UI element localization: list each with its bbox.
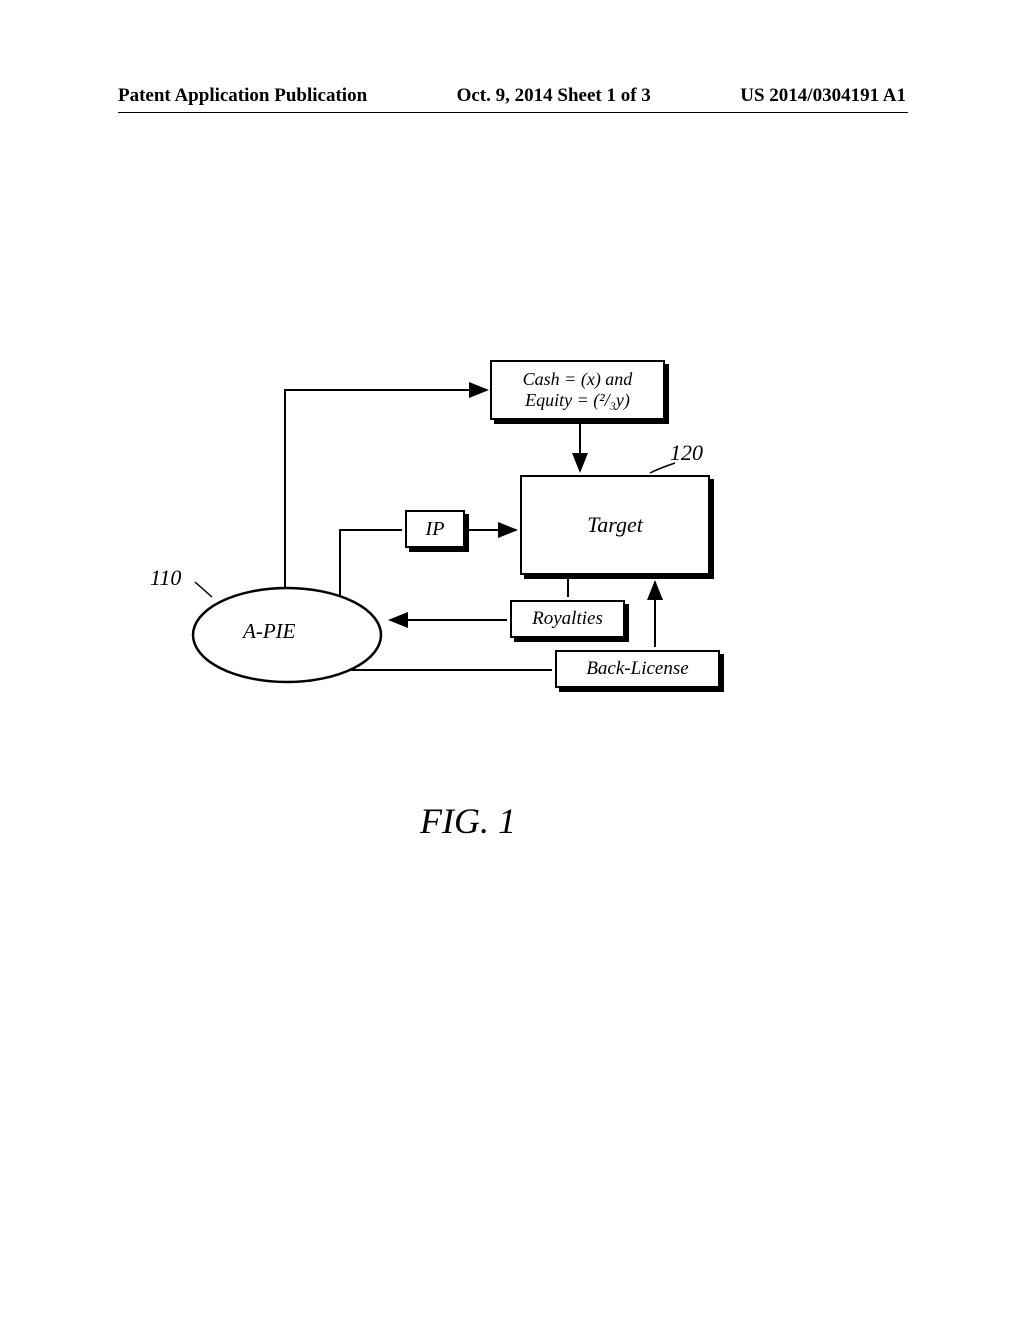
edge-apie-to-cash (285, 390, 487, 587)
ref-label-110: 110 (150, 565, 181, 591)
cash-equity-box: Cash = (x) and Equity = (²/₃y) (490, 360, 665, 420)
royalties-label: Royalties (532, 608, 603, 630)
header-center: Oct. 9, 2014 Sheet 1 of 3 (457, 85, 651, 107)
ref-label-120: 120 (670, 440, 703, 466)
cash-line1: Cash = (x) and (523, 369, 633, 390)
figure-label: FIG. 1 (420, 800, 516, 842)
ip-label: IP (426, 518, 445, 541)
header-right: US 2014/0304191 A1 (740, 85, 906, 107)
royalties-box: Royalties (510, 600, 625, 638)
target-box: Target (520, 475, 710, 575)
apie-label: A-PIE (243, 619, 295, 644)
cash-line2: Equity = (²/₃y) (525, 390, 630, 411)
header-left: Patent Application Publication (118, 85, 367, 107)
backlicense-label: Back-License (586, 658, 688, 680)
ip-box: IP (405, 510, 465, 548)
diagram-fig1: Cash = (x) and Equity = (²/₃y) 120 Targe… (180, 360, 800, 860)
target-label: Target (587, 512, 643, 538)
backlicense-box: Back-License (555, 650, 720, 688)
header-divider (118, 112, 908, 113)
page-header: Patent Application Publication Oct. 9, 2… (0, 85, 1024, 107)
